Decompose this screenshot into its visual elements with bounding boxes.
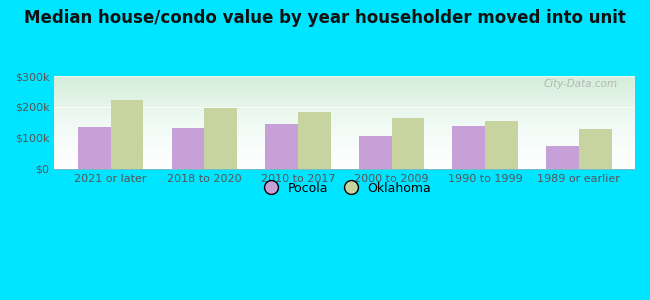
Text: Median house/condo value by year householder moved into unit: Median house/condo value by year househo… [24,9,626,27]
Bar [452,126,485,169]
Text: City-Data.com: City-Data.com [543,79,618,89]
Bar [359,136,391,169]
Bar [111,100,144,169]
Bar [78,127,111,169]
Bar [485,121,518,169]
Bar [391,118,424,169]
Bar [204,108,237,169]
Bar [578,129,612,169]
Bar [172,128,204,169]
Bar [298,112,331,169]
Legend: Pocola, Oklahoma: Pocola, Oklahoma [254,177,436,200]
Bar [546,146,578,169]
Bar [265,124,298,169]
